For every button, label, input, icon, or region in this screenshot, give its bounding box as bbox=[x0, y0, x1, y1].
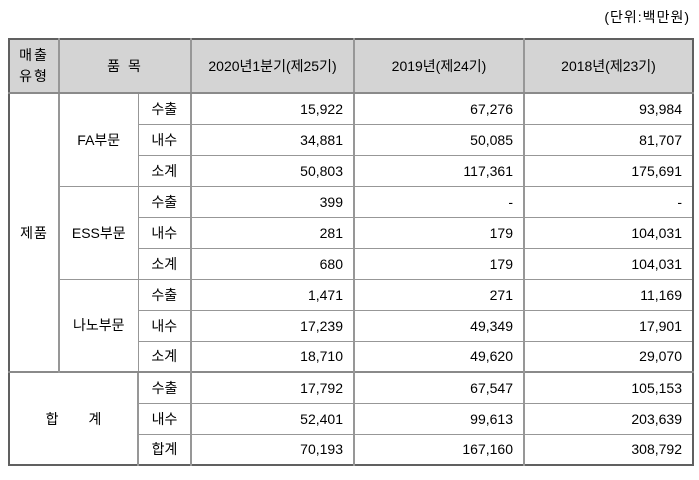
value-cell: 680 bbox=[190, 247, 355, 280]
value-cell: 203,639 bbox=[523, 402, 694, 435]
value-cell: 104,031 bbox=[523, 216, 694, 249]
section-label-ess: ESS부문 bbox=[58, 185, 139, 280]
table-row: 내수 281 179 104,031 bbox=[9, 216, 694, 249]
row-label: 내수 bbox=[137, 402, 192, 435]
value-cell: 1,471 bbox=[190, 278, 355, 311]
row-label: 합계 bbox=[137, 433, 192, 466]
unit-label: (단위:백만원) bbox=[604, 9, 690, 25]
table-row: 합 계 수출 17,792 67,547 105,153 bbox=[8, 371, 694, 466]
value-cell: 271 bbox=[353, 278, 525, 311]
table-row: 소계 50,803 117,361 175,691 bbox=[9, 154, 694, 187]
header-2020q1: 2020년1분기(제25기) bbox=[190, 38, 355, 94]
value-cell: 52,401 bbox=[190, 402, 355, 435]
table-row: 내수 17,239 49,349 17,901 bbox=[9, 309, 694, 342]
row-label: 소계 bbox=[137, 247, 192, 280]
value-cell: 308,792 bbox=[523, 433, 694, 466]
header-2019: 2019년(제24기) bbox=[353, 38, 525, 94]
table-row: 내수 34,881 50,085 81,707 bbox=[9, 123, 694, 156]
value-cell: 49,349 bbox=[353, 309, 525, 342]
value-cell: 81,707 bbox=[523, 123, 694, 156]
header-sales-type: 매출유형 bbox=[8, 38, 60, 94]
row-label: 수출 bbox=[137, 278, 192, 311]
table-row: 내수 52,401 99,613 203,639 bbox=[9, 402, 694, 435]
row-label: 소계 bbox=[137, 340, 192, 373]
product-group-label: 제품 bbox=[8, 92, 60, 373]
section-label-fa: FA부문 bbox=[58, 92, 139, 187]
value-cell: 104,031 bbox=[523, 247, 694, 280]
row-label: 내수 bbox=[137, 309, 192, 342]
value-cell: 117,361 bbox=[353, 154, 525, 187]
header-row: 매출유형 품 목 2020년1분기(제25기) 2019년(제24기) 2018… bbox=[8, 38, 694, 94]
table-row: 제품 FA부문 수출 15,922 67,276 93,984 bbox=[8, 92, 694, 373]
value-cell: 105,153 bbox=[523, 371, 694, 404]
value-cell: 399 bbox=[190, 185, 355, 218]
value-cell: 67,547 bbox=[353, 371, 525, 404]
row-label: 수출 bbox=[137, 371, 192, 404]
value-cell: 167,160 bbox=[353, 433, 525, 466]
total-group-label: 합 계 bbox=[8, 371, 139, 466]
header-2018: 2018년(제23기) bbox=[523, 38, 694, 94]
row-label: 내수 bbox=[137, 123, 192, 156]
value-cell: 93,984 bbox=[523, 92, 694, 125]
row-label: 수출 bbox=[137, 92, 192, 125]
revenue-table: 매출유형 품 목 2020년1분기(제25기) 2019년(제24기) 2018… bbox=[8, 38, 694, 466]
section-label-nano: 나노부문 bbox=[58, 278, 139, 373]
value-cell: 179 bbox=[353, 216, 525, 249]
value-cell: 175,691 bbox=[523, 154, 694, 187]
table-row: 합계 70,193 167,160 308,792 bbox=[9, 433, 694, 466]
row-label: 수출 bbox=[137, 185, 192, 218]
row-label: 소계 bbox=[137, 154, 192, 187]
table-row: 소계 18,710 49,620 29,070 bbox=[9, 340, 694, 373]
table-row: 나노부문 수출 1,471 271 11,169 bbox=[9, 278, 694, 373]
value-cell: 50,803 bbox=[190, 154, 355, 187]
value-cell: 281 bbox=[190, 216, 355, 249]
value-cell: 179 bbox=[353, 247, 525, 280]
value-cell: 49,620 bbox=[353, 340, 525, 373]
value-cell: 18,710 bbox=[190, 340, 355, 373]
value-cell: - bbox=[523, 185, 694, 218]
value-cell: 70,193 bbox=[190, 433, 355, 466]
value-cell: 15,922 bbox=[190, 92, 355, 125]
table-row: 소계 680 179 104,031 bbox=[9, 247, 694, 280]
value-cell: 11,169 bbox=[523, 278, 694, 311]
value-cell: - bbox=[353, 185, 525, 218]
value-cell: 29,070 bbox=[523, 340, 694, 373]
value-cell: 99,613 bbox=[353, 402, 525, 435]
value-cell: 17,792 bbox=[190, 371, 355, 404]
value-cell: 67,276 bbox=[353, 92, 525, 125]
value-cell: 50,085 bbox=[353, 123, 525, 156]
row-label: 내수 bbox=[137, 216, 192, 249]
header-item: 품 목 bbox=[58, 38, 192, 94]
table-row: ESS부문 수출 399 - - bbox=[9, 185, 694, 280]
value-cell: 17,901 bbox=[523, 309, 694, 342]
value-cell: 17,239 bbox=[190, 309, 355, 342]
value-cell: 34,881 bbox=[190, 123, 355, 156]
